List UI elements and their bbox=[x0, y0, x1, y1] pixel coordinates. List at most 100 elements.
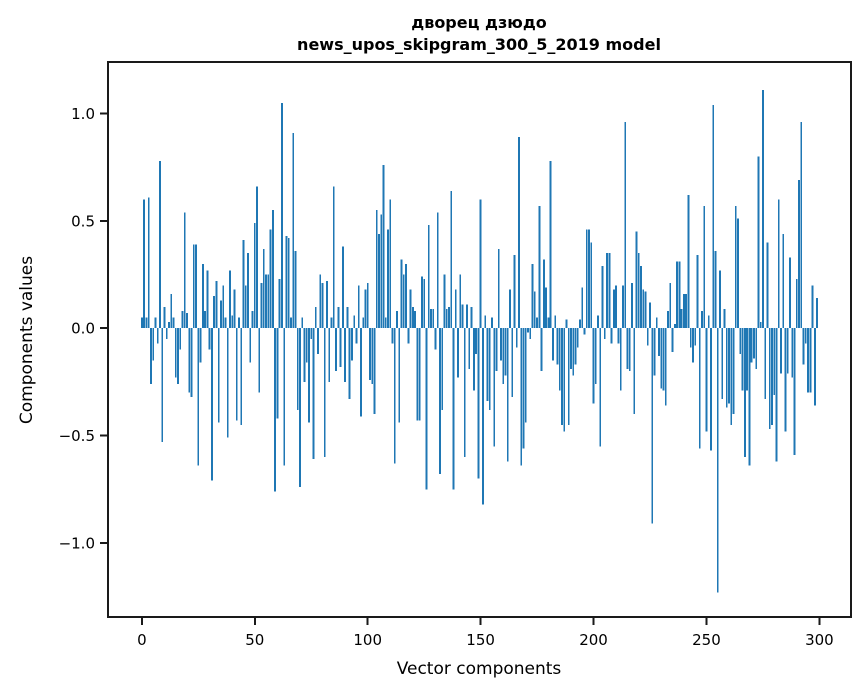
bar bbox=[721, 328, 724, 400]
bar bbox=[809, 328, 812, 393]
bar bbox=[192, 244, 195, 329]
bar bbox=[393, 328, 396, 464]
bar bbox=[646, 328, 649, 346]
bar bbox=[612, 289, 615, 329]
bar bbox=[531, 263, 534, 329]
bar bbox=[556, 328, 559, 365]
bar bbox=[795, 278, 798, 329]
x-tick-label: 100 bbox=[353, 631, 382, 649]
bar bbox=[344, 328, 347, 382]
bar bbox=[682, 293, 685, 329]
bar bbox=[567, 328, 570, 425]
bar bbox=[222, 285, 225, 329]
bar bbox=[179, 328, 182, 350]
bar bbox=[235, 328, 238, 421]
bar bbox=[238, 317, 240, 329]
bar bbox=[378, 233, 380, 329]
bar bbox=[768, 328, 771, 430]
bar bbox=[231, 315, 234, 329]
bar bbox=[716, 328, 719, 593]
bar bbox=[513, 255, 516, 329]
bar bbox=[274, 328, 277, 492]
bar bbox=[466, 304, 468, 329]
bar bbox=[599, 328, 602, 447]
bar bbox=[355, 328, 358, 344]
bar bbox=[606, 253, 608, 329]
bar bbox=[247, 253, 249, 329]
bar bbox=[572, 328, 575, 376]
bar bbox=[775, 328, 778, 462]
bar bbox=[477, 328, 480, 479]
bar bbox=[249, 328, 252, 363]
y-tick-label: 1.0 bbox=[71, 105, 95, 123]
bar bbox=[520, 328, 523, 466]
bar bbox=[159, 160, 161, 329]
bar bbox=[511, 328, 514, 397]
bar bbox=[793, 328, 796, 455]
bar bbox=[545, 287, 548, 329]
bar bbox=[375, 210, 378, 329]
bar bbox=[813, 328, 816, 406]
bar bbox=[590, 242, 593, 329]
bar bbox=[565, 319, 568, 329]
bar bbox=[427, 225, 430, 329]
bar bbox=[314, 306, 317, 329]
bar bbox=[161, 328, 164, 443]
bar bbox=[267, 274, 270, 329]
bar bbox=[493, 328, 496, 447]
bar bbox=[425, 328, 428, 490]
bar bbox=[816, 298, 819, 329]
bar bbox=[748, 328, 751, 466]
bar bbox=[719, 270, 721, 329]
bar bbox=[242, 240, 245, 329]
bar bbox=[190, 328, 193, 397]
bar bbox=[714, 250, 717, 329]
bar bbox=[653, 328, 656, 376]
bar bbox=[664, 328, 667, 406]
bar bbox=[728, 328, 730, 404]
bar bbox=[312, 328, 315, 460]
x-tick-label: 150 bbox=[466, 631, 495, 649]
bar bbox=[229, 270, 231, 329]
bar bbox=[421, 276, 423, 329]
y-tick-label: 0.5 bbox=[71, 212, 95, 230]
bar bbox=[407, 328, 410, 344]
bar bbox=[183, 212, 186, 329]
bar bbox=[294, 250, 297, 329]
bar bbox=[251, 311, 254, 329]
bar bbox=[780, 328, 782, 374]
bar bbox=[484, 315, 487, 329]
bar bbox=[168, 321, 170, 329]
bar bbox=[518, 137, 520, 329]
bar bbox=[777, 199, 780, 329]
bar bbox=[617, 328, 620, 344]
bar bbox=[547, 317, 550, 329]
bar bbox=[346, 306, 349, 329]
bar bbox=[400, 259, 403, 329]
bar bbox=[495, 328, 498, 372]
bar bbox=[529, 328, 532, 339]
bar bbox=[509, 289, 511, 329]
bar bbox=[481, 328, 484, 505]
bar bbox=[800, 122, 803, 329]
bar bbox=[504, 328, 507, 376]
bar bbox=[689, 328, 692, 348]
bar bbox=[405, 263, 407, 329]
bar bbox=[583, 328, 586, 335]
bar bbox=[771, 328, 773, 425]
bar bbox=[710, 328, 712, 451]
bar bbox=[734, 205, 737, 329]
bar bbox=[533, 291, 536, 329]
bar bbox=[662, 328, 665, 391]
bar bbox=[278, 278, 281, 329]
bar bbox=[468, 328, 471, 370]
bar bbox=[319, 274, 322, 329]
bar bbox=[764, 328, 767, 400]
bar bbox=[418, 328, 421, 421]
bar bbox=[140, 317, 143, 329]
bar bbox=[707, 315, 710, 329]
bar bbox=[303, 328, 306, 382]
bar bbox=[610, 328, 613, 344]
bar bbox=[712, 104, 715, 329]
